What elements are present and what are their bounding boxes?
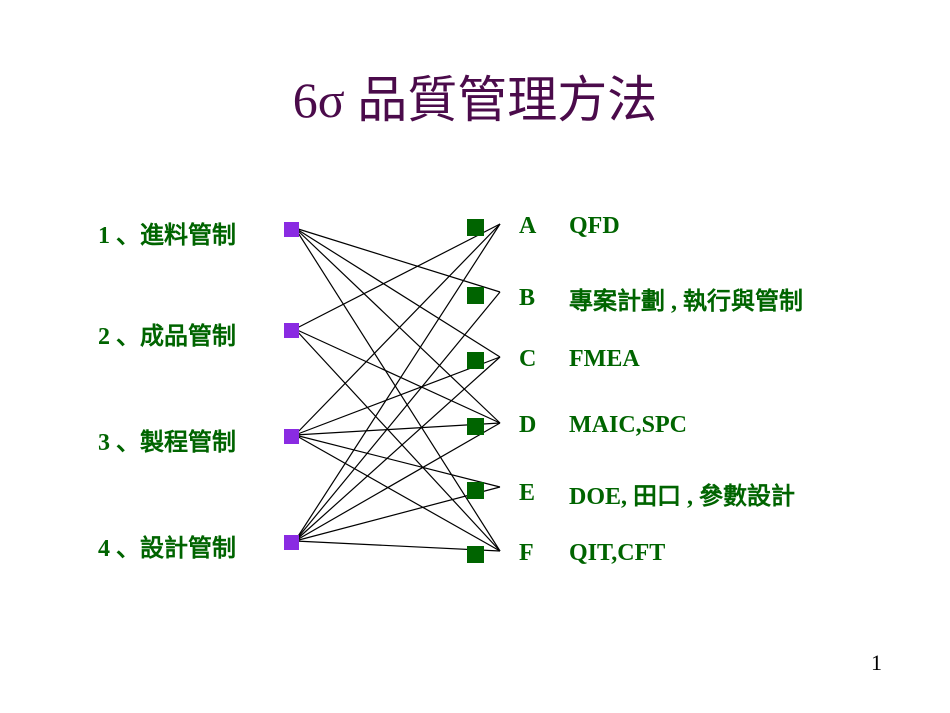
left-item-label: 4 、設計管制 [98, 536, 236, 562]
square-marker-icon [467, 482, 484, 499]
edge-line [295, 228, 500, 423]
edge-line [295, 435, 500, 487]
left-item-L2: 2 、成品管制 [98, 316, 236, 351]
right-item-letter: C [519, 346, 547, 373]
square-marker-icon [284, 535, 299, 550]
left-item-label: 1 、進料管制 [98, 223, 236, 249]
left-item-label: 2 、成品管制 [98, 324, 236, 350]
right-item-label: FMEA [569, 346, 640, 373]
edge-line [295, 292, 500, 541]
edge-line [295, 228, 500, 551]
title-text: 6σ 品質管理方法 [293, 72, 657, 128]
edge-line [295, 224, 500, 435]
right-item-letter: E [519, 480, 547, 507]
right-item-letter: D [519, 412, 547, 439]
right-item-RC: C FMEA [489, 346, 640, 373]
left-item-L3: 3 、製程管制 [98, 422, 236, 457]
page-title: 6σ 品質管理方法 [0, 60, 950, 132]
square-marker-icon [284, 222, 299, 237]
square-marker-icon [467, 546, 484, 563]
right-item-letter: F [519, 540, 547, 567]
square-marker-icon [467, 418, 484, 435]
right-item-letter: B [519, 285, 547, 312]
right-item-label: QFD [569, 213, 620, 240]
edge-line [295, 329, 500, 423]
right-item-label: 專案計劃 , 執行與管制 [569, 281, 803, 316]
square-marker-icon [467, 352, 484, 369]
edge-line [295, 357, 500, 541]
left-item-label: 3 、製程管制 [98, 430, 236, 456]
right-item-RE: E DOE, 田口 , 參數設計 [489, 476, 795, 511]
right-item-letter: A [519, 213, 547, 240]
right-item-RF: F QIT,CFT [489, 540, 665, 567]
right-item-label: MAIC,SPC [569, 412, 687, 439]
right-item-RA: A QFD [489, 213, 620, 240]
right-item-RB: B 專案計劃 , 執行與管制 [489, 281, 803, 316]
right-item-label: QIT,CFT [569, 540, 665, 567]
right-item-RD: D MAIC,SPC [489, 412, 687, 439]
right-item-label: DOE, 田口 , 參數設計 [569, 476, 795, 511]
left-item-L4: 4 、設計管制 [98, 528, 236, 563]
square-marker-icon [284, 323, 299, 338]
square-marker-icon [467, 287, 484, 304]
page-number-text: 1 [871, 650, 882, 675]
edge-line [295, 228, 500, 292]
square-marker-icon [284, 429, 299, 444]
left-item-L1: 1 、進料管制 [98, 215, 236, 250]
square-marker-icon [467, 219, 484, 236]
edge-line [295, 224, 500, 329]
page-number: 1 [871, 650, 882, 676]
